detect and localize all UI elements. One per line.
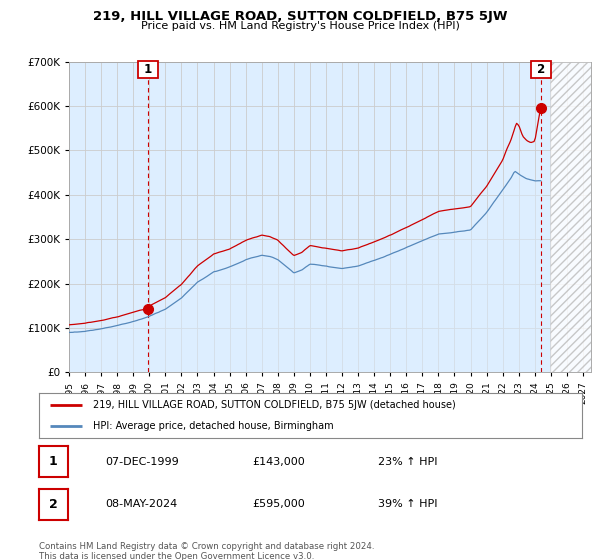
Text: 23% ↑ HPI: 23% ↑ HPI: [378, 457, 437, 466]
Text: HPI: Average price, detached house, Birmingham: HPI: Average price, detached house, Birm…: [94, 421, 334, 431]
Text: Contains HM Land Registry data © Crown copyright and database right 2024.
This d: Contains HM Land Registry data © Crown c…: [39, 542, 374, 560]
Text: 1: 1: [140, 63, 156, 76]
Text: 2: 2: [49, 498, 58, 511]
Text: 1: 1: [49, 455, 58, 468]
Text: £595,000: £595,000: [252, 500, 305, 509]
Text: 219, HILL VILLAGE ROAD, SUTTON COLDFIELD, B75 5JW (detached house): 219, HILL VILLAGE ROAD, SUTTON COLDFIELD…: [94, 400, 456, 410]
Text: 219, HILL VILLAGE ROAD, SUTTON COLDFIELD, B75 5JW: 219, HILL VILLAGE ROAD, SUTTON COLDFIELD…: [93, 10, 507, 23]
Text: 39% ↑ HPI: 39% ↑ HPI: [378, 500, 437, 509]
Text: £143,000: £143,000: [252, 457, 305, 466]
Text: Price paid vs. HM Land Registry's House Price Index (HPI): Price paid vs. HM Land Registry's House …: [140, 21, 460, 31]
Text: 08-MAY-2024: 08-MAY-2024: [105, 500, 177, 509]
Text: 2: 2: [533, 63, 549, 76]
Text: 07-DEC-1999: 07-DEC-1999: [105, 457, 179, 466]
